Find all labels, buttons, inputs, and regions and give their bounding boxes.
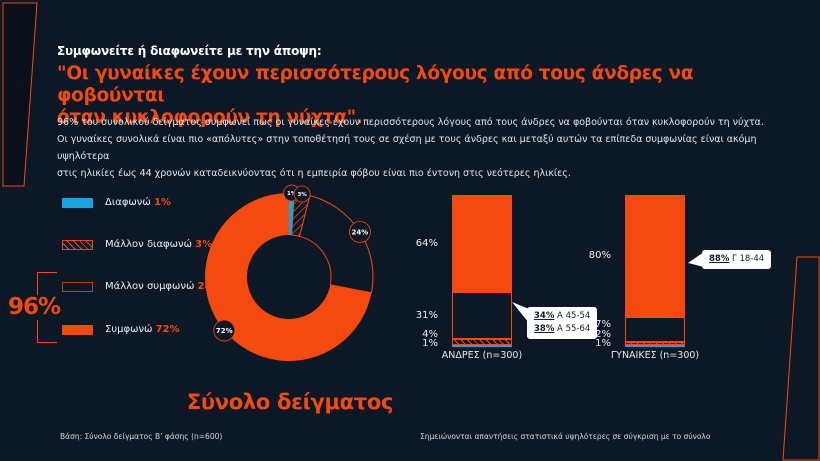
callout-line: 88% Γ 18-44	[709, 253, 764, 266]
legend-item-rather-disagree: Μάλλον διαφωνώ 3%	[105, 239, 212, 250]
bar-segment-Μάλλον διαφωνώ	[625, 342, 685, 346]
axis-label-men: ΑΝΔΡΕΣ (n=300)	[441, 350, 523, 361]
summary-line1: 96% του συνολικού δείγματος συμφωνεί πως…	[57, 117, 764, 128]
donut-label-text: 3%	[297, 192, 307, 198]
statement-title-line1: "Οι γυναίκες έχουν περισσότερους λόγους …	[57, 63, 694, 106]
donut-chart-title: Σύνολο δείγματος	[186, 390, 394, 414]
bar-segment-Μάλλον συμφωνώ	[625, 316, 685, 343]
question-kicker: Συμφωνείτε ή διαφωνείτε με την άποψη:	[57, 44, 322, 58]
callout-percent: 34%	[534, 311, 555, 321]
legend-swatch-rather-disagree	[62, 240, 93, 250]
callout-men-age-stats: 34% Α 45-54 38% Α 55-64	[527, 307, 598, 339]
agree-total-value: 96%	[8, 294, 61, 320]
callout-women-age-stats: 88% Γ 18-44	[702, 250, 772, 269]
donut-svg: 1% 3% 24% 72%	[205, 184, 374, 362]
base-note: Βάση: Σύνολο δείγματος Β’ φάσης (n=600)	[60, 432, 223, 441]
legend-label: Μάλλον συμφωνώ	[105, 281, 195, 292]
donut-slice-Διαφωνώ	[289, 193, 295, 236]
axis-label-women: ΓΥΝΑΙΚΕΣ (n=300)	[610, 350, 700, 361]
callout-percent: 88%	[709, 254, 730, 264]
bar-value-label: 1%	[595, 338, 611, 349]
donut-label-text: 24%	[352, 228, 369, 236]
callout-rest: Γ 18-44	[729, 254, 765, 264]
donut-label-bubble	[349, 221, 371, 243]
donut-slice-Μάλλον συμφωνώ	[298, 195, 374, 294]
bar-segment-Μάλλον συμφωνώ	[452, 292, 512, 340]
legend-label: Μάλλον διαφωνώ	[105, 239, 192, 250]
donut-label-text: 72%	[216, 327, 233, 335]
bar-segment-Συμφωνώ	[452, 194, 512, 293]
legend-swatch-agree	[62, 325, 93, 335]
summary-paragraph: 96% του συνολικού δείγματος συμφωνεί πως…	[57, 114, 772, 182]
bar-segment-Διαφωνώ	[625, 345, 685, 347]
bar-segment-Μάλλον διαφωνώ	[452, 339, 512, 346]
bar-value-label: 17%	[588, 319, 611, 330]
donut-label-bubble	[213, 319, 236, 342]
callout-percent: 38%	[534, 324, 555, 334]
summary-line3: στις ηλικίες έως 44 χρονών καταδεικνύοντ…	[57, 168, 571, 179]
donut-label-bubble	[293, 185, 311, 203]
statement-title: "Οι γυναίκες έχουν περισσότερους λόγους …	[57, 63, 767, 129]
callout-rest: Α 45-54	[554, 311, 591, 321]
callout-line: 34% Α 45-54	[534, 310, 590, 323]
legend-value: 3%	[195, 239, 213, 250]
legend-label: Διαφωνώ	[105, 197, 151, 208]
legend-value: 1%	[153, 197, 171, 208]
bar-segment-Συμφωνώ	[625, 194, 685, 317]
bar-value-label: 64%	[415, 238, 438, 250]
legend-value: 72%	[155, 324, 180, 335]
donut-chart: 1% 3% 24% 72%	[184, 172, 394, 382]
bar-segment-Διαφωνώ	[452, 345, 512, 347]
bar-value-label: 4%	[422, 328, 438, 340]
callout-rest: Α 55-64	[554, 324, 591, 334]
bar-value-label: 1%	[422, 338, 438, 349]
agree-bracket-top	[37, 272, 57, 295]
bar-value-label: 2%	[595, 328, 611, 340]
legend-label: Συμφωνώ	[105, 324, 153, 335]
bar-value-label: 31%	[415, 310, 438, 322]
legend-item-agree: Συμφωνώ 72%	[105, 324, 180, 335]
agree-bracket-bottom	[37, 320, 57, 343]
donut-label-text: 1%	[287, 191, 297, 197]
legend-swatch-disagree	[62, 198, 93, 208]
callout-line: 38% Α 55-64	[534, 323, 590, 336]
donut-slice-Συμφωνώ	[205, 193, 372, 362]
legend-item-disagree: Διαφωνώ 1%	[105, 197, 171, 208]
legend-swatch-rather-agree	[62, 282, 93, 292]
summary-line2: Οι γυναίκες συνολικά είναι πιο «απόλυτες…	[57, 134, 757, 162]
stat-significance-note: Σημειώνονται απαντήσεις στατιστικά υψηλό…	[420, 432, 711, 441]
statement-title-line2: όταν κυκλοφορούν τη νύχτα".	[57, 107, 363, 128]
bar-value-label: 80%	[588, 250, 611, 262]
